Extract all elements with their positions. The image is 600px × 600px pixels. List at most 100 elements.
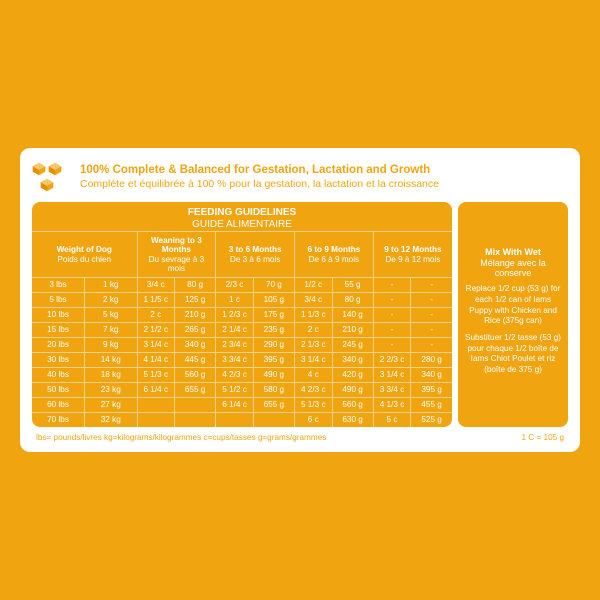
table-cell — [253, 412, 294, 427]
table-cell: 560 g — [332, 397, 373, 412]
table-cell: 140 g — [332, 307, 373, 322]
col-3-6: 3 to 6 MonthsDe 3 à 6 mois — [216, 232, 295, 277]
side-title-en: Mix With Wet — [485, 247, 541, 257]
table-cell: 27 kg — [85, 397, 138, 412]
table-cell: 5 kg — [85, 307, 138, 322]
table-row: 70 lbs32 kg 6 c630 g5 c525 g — [32, 412, 452, 427]
table-cell: 4 2/3 c — [295, 382, 333, 397]
table-cell: - — [373, 277, 411, 292]
table-cell: 105 g — [253, 292, 294, 307]
table-cell: 70 g — [253, 277, 294, 292]
table-cell: 1 1/3 c — [295, 307, 333, 322]
table-cell: 5 lbs — [32, 292, 85, 307]
table-cell: - — [411, 307, 452, 322]
table-cell: 5 1/3 c — [137, 367, 175, 382]
footer: lbs= pounds/livres kg=kilograms/kilogram… — [32, 427, 568, 442]
table-cell: 265 g — [175, 322, 216, 337]
table-cell: 2 2/3 c — [373, 352, 411, 367]
side-text-en: Replace 1/2 cup (53 g) for each 1/2 can … — [464, 284, 562, 327]
table-cell: 395 g — [253, 352, 294, 367]
table-cell: 50 lbs — [32, 382, 85, 397]
table-cell: 14 kg — [85, 352, 138, 367]
table-cell: 235 g — [253, 322, 294, 337]
table-cell: 7 kg — [85, 322, 138, 337]
table-cell: 4 c — [295, 367, 333, 382]
table-cell: 340 g — [411, 367, 452, 382]
table-cell: 2 3/4 c — [216, 337, 254, 352]
title-fr: Complète et équilibrée à 100 % pour la g… — [80, 178, 568, 191]
table-cell: 3 3/4 c — [216, 352, 254, 367]
table-cell: 580 g — [253, 382, 294, 397]
table-cell: 80 g — [332, 292, 373, 307]
table-row: 50 lbs23 kg6 1/4 c655 g5 1/2 c580 g4 2/3… — [32, 382, 452, 397]
table-row: 10 lbs5 kg2 c210 g1 2/3 c175 g1 1/3 c140… — [32, 307, 452, 322]
table-cell: 23 kg — [85, 382, 138, 397]
col-weight: Weight of DogPoids du chien — [32, 232, 137, 277]
table-cell: 3 1/4 c — [295, 352, 333, 367]
table-cell: 2 1/3 c — [295, 337, 333, 352]
table-cell: - — [411, 322, 452, 337]
main-row: FEEDING GUIDELINES GUIDE ALIMENTAIRE Wei… — [32, 202, 568, 426]
table-cell: - — [373, 307, 411, 322]
table-cell — [175, 397, 216, 412]
header: 100% Complete & Balanced for Gestation, … — [32, 162, 568, 192]
table-cell: 15 lbs — [32, 322, 85, 337]
table-title: FEEDING GUIDELINES GUIDE ALIMENTAIRE — [32, 202, 452, 231]
table-cell: - — [373, 337, 411, 352]
footer-conversion: 1 C = 105 g — [521, 433, 564, 442]
table-cell: 40 lbs — [32, 367, 85, 382]
table-cell: 340 g — [175, 337, 216, 352]
table-cell: 1 1/5 c — [137, 292, 175, 307]
table-cell: 4 2/3 c — [216, 367, 254, 382]
feeding-table: Weight of DogPoids du chien Weaning to 3… — [32, 231, 452, 426]
footer-legend: lbs= pounds/livres kg=kilograms/kilogram… — [36, 433, 326, 442]
feeding-panel: 100% Complete & Balanced for Gestation, … — [20, 148, 580, 451]
table-cell: 80 g — [175, 277, 216, 292]
feeding-table-wrap: FEEDING GUIDELINES GUIDE ALIMENTAIRE Wei… — [32, 202, 452, 426]
table-cell: 3 3/4 c — [373, 382, 411, 397]
table-cell: 455 g — [411, 397, 452, 412]
table-header-row: Weight of DogPoids du chien Weaning to 3… — [32, 232, 452, 277]
table-cell — [137, 412, 175, 427]
table-cell — [216, 412, 254, 427]
table-cell: 5 c — [373, 412, 411, 427]
table-cell: 30 lbs — [32, 352, 85, 367]
table-cell: 525 g — [411, 412, 452, 427]
table-cell: 3 1/4 c — [373, 367, 411, 382]
table-title-fr: GUIDE ALIMENTAIRE — [192, 219, 292, 230]
table-cell: 290 g — [253, 337, 294, 352]
table-row: 40 lbs18 kg5 1/3 c560 g4 2/3 c490 g4 c42… — [32, 367, 452, 382]
table-cell: 2 1/4 c — [216, 322, 254, 337]
col-6-9: 6 to 9 MonthsDe 6 à 9 mois — [295, 232, 374, 277]
table-cell: 6 1/4 c — [216, 397, 254, 412]
table-cell: 5 1/2 c — [216, 382, 254, 397]
table-cell: 175 g — [253, 307, 294, 322]
table-cell: 1 kg — [85, 277, 138, 292]
table-cell: 395 g — [411, 382, 452, 397]
table-cell: 70 lbs — [32, 412, 85, 427]
table-cell: 1 2/3 c — [216, 307, 254, 322]
table-cell: 6 c — [295, 412, 333, 427]
table-row: 3 lbs1 kg3/4 c80 g2/3 c70 g1/2 c55 g-- — [32, 277, 452, 292]
table-cell: 4 1/4 c — [137, 352, 175, 367]
table-cell: 2 kg — [85, 292, 138, 307]
table-title-en: FEEDING GUIDELINES — [188, 207, 296, 218]
side-text-fr: Substituer 1/2 tasse (53 g) pour chaque … — [464, 333, 562, 376]
table-cell: 420 g — [332, 367, 373, 382]
table-cell: 490 g — [253, 367, 294, 382]
cubes-icon — [32, 162, 70, 192]
header-titles: 100% Complete & Balanced for Gestation, … — [80, 164, 568, 190]
table-cell: 2/3 c — [216, 277, 254, 292]
table-cell: 6 1/4 c — [137, 382, 175, 397]
side-title: Mix With Wet Mélange avec la conserve — [464, 247, 562, 278]
table-cell: 4 1/3 c — [373, 397, 411, 412]
table-cell: 60 lbs — [32, 397, 85, 412]
table-cell: 210 g — [175, 307, 216, 322]
table-cell: 630 g — [332, 412, 373, 427]
table-cell: 125 g — [175, 292, 216, 307]
table-cell — [137, 397, 175, 412]
table-cell: 245 g — [332, 337, 373, 352]
table-cell: 2 c — [295, 322, 333, 337]
mix-with-wet-box: Mix With Wet Mélange avec la conserve Re… — [458, 202, 568, 426]
table-cell: 32 kg — [85, 412, 138, 427]
